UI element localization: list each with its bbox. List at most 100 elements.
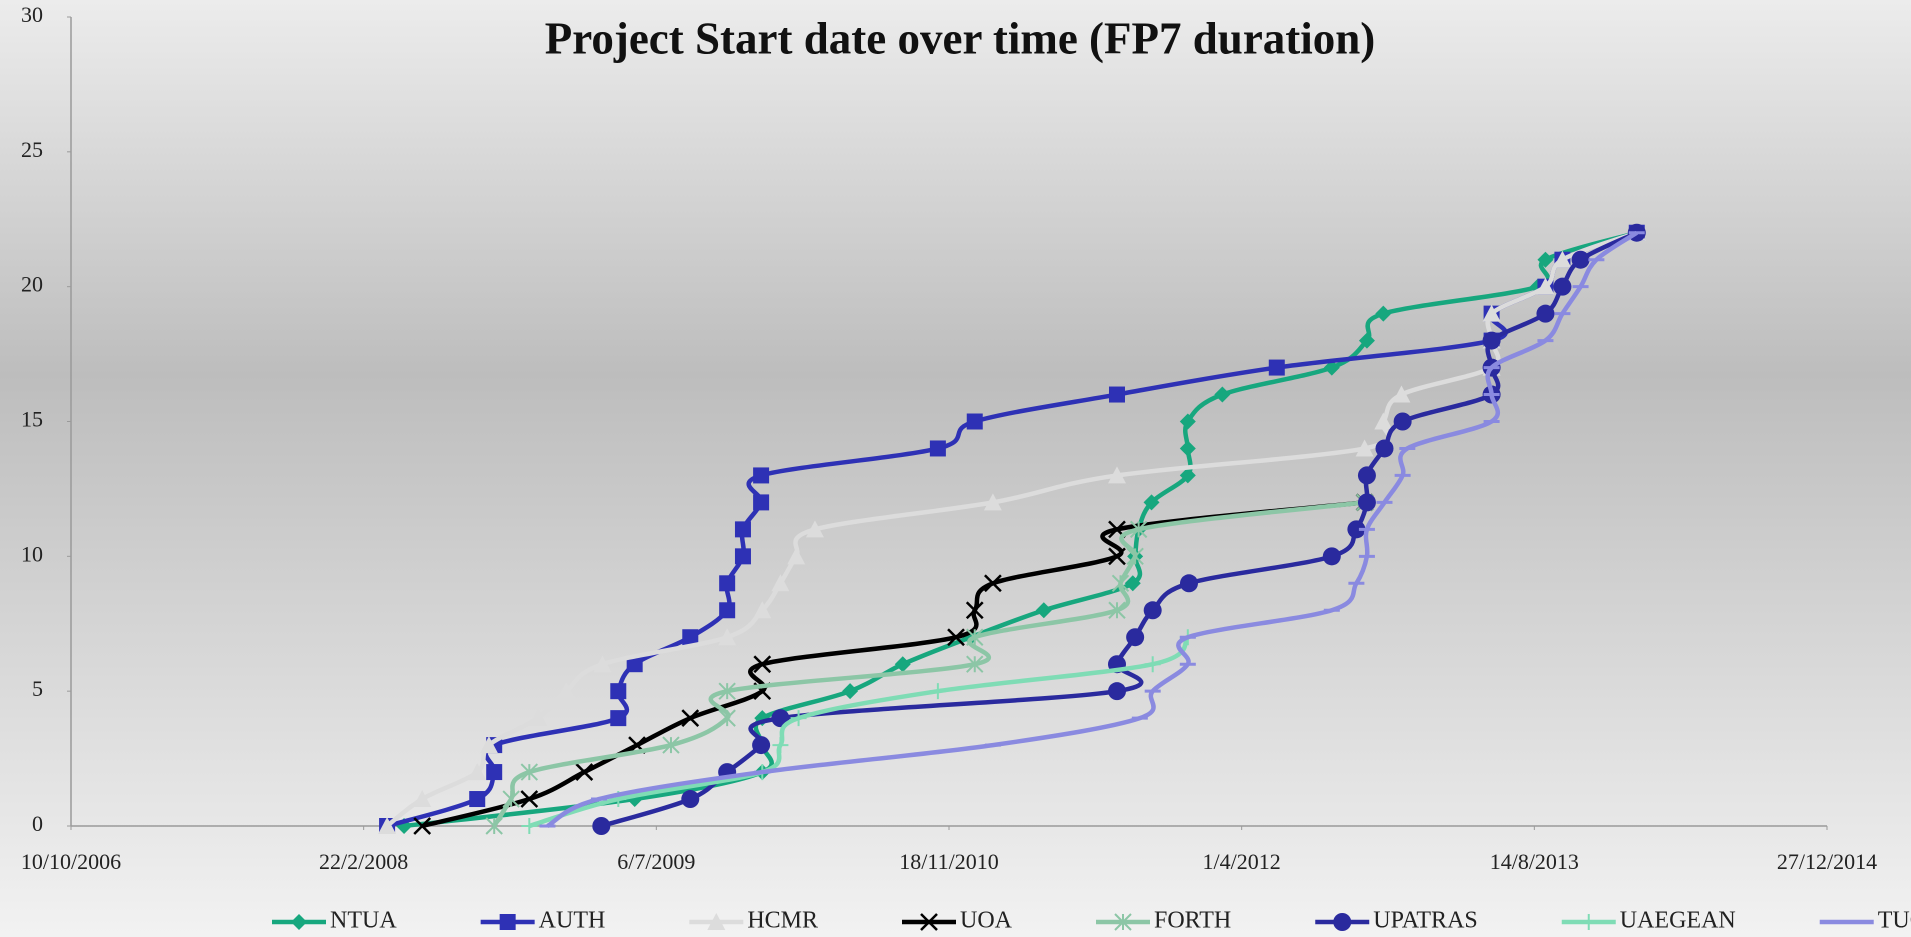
marker [1357, 493, 1376, 512]
marker [486, 764, 503, 781]
marker [1537, 251, 1554, 268]
marker [1126, 628, 1145, 647]
legend-label: UAEGEAN [1620, 908, 1736, 934]
legend-item: UPATRAS [1315, 908, 1478, 934]
legend-item: UAEGEAN [1561, 908, 1736, 934]
marker [1268, 359, 1285, 376]
marker [772, 737, 789, 754]
series-forth [485, 493, 1374, 835]
series-line [528, 635, 1190, 829]
marker [1108, 547, 1126, 566]
marker [984, 574, 1002, 593]
marker [718, 682, 736, 700]
marker [805, 520, 824, 538]
y-tick-label: 25 [21, 137, 43, 162]
marker [771, 574, 790, 592]
marker [753, 601, 772, 619]
y-tick-label: 30 [21, 2, 43, 27]
marker [520, 790, 539, 808]
marker [1144, 656, 1161, 673]
marker [1179, 574, 1198, 593]
marker [1482, 331, 1501, 350]
marker [787, 547, 806, 565]
x-tick-label: 18/11/2010 [899, 849, 998, 874]
marker [610, 683, 627, 700]
marker [966, 628, 984, 646]
marker [557, 682, 576, 700]
marker [920, 913, 938, 931]
marker [734, 521, 751, 538]
marker [469, 791, 486, 808]
marker [682, 629, 699, 646]
marker [719, 602, 736, 619]
marker [1375, 305, 1392, 322]
marker [1179, 440, 1196, 457]
marker [752, 736, 771, 755]
marker [662, 736, 680, 754]
legend-label: AUTH [539, 908, 606, 934]
y-tick-label: 20 [21, 272, 43, 297]
marker [529, 709, 548, 727]
marker [1111, 574, 1130, 593]
marker [1333, 913, 1352, 931]
marker [1374, 412, 1393, 430]
marker [1393, 412, 1412, 431]
legend-label: UOA [960, 908, 1013, 934]
marker [1375, 439, 1394, 458]
marker [718, 709, 736, 727]
legend-item: UOA [902, 908, 1013, 934]
marker [1124, 575, 1141, 592]
marker [1214, 386, 1231, 403]
series-tuc [539, 230, 1645, 828]
marker [378, 817, 397, 834]
legend-item: TUC [1819, 908, 1911, 934]
marker [929, 440, 946, 457]
marker [929, 683, 946, 700]
marker [1571, 250, 1590, 269]
marker [1392, 385, 1411, 403]
marker [1358, 332, 1375, 349]
x-tick-label: 22/2/2008 [319, 849, 408, 874]
x-tick-label: 27/12/2014 [1777, 849, 1877, 874]
marker [1580, 914, 1597, 930]
marker [1107, 682, 1126, 701]
x-tick-label: 14/8/2013 [1490, 849, 1579, 874]
marker [1107, 466, 1126, 484]
marker [1129, 520, 1148, 539]
marker [479, 736, 498, 754]
legend-item: NTUA [272, 908, 397, 934]
chart-title: Project Start date over time (FP7 durati… [545, 13, 1376, 63]
legend-label: HCMR [747, 908, 818, 934]
series-line [492, 500, 1365, 828]
marker [753, 467, 770, 484]
marker [1126, 547, 1144, 566]
legend-label: NTUA [330, 908, 397, 934]
marker [521, 818, 538, 834]
marker [1179, 413, 1196, 430]
marker [790, 710, 807, 727]
legend: NTUA AUTH HCMR UOA FORTH UPATRAS UAEGEAN TUC [272, 908, 1911, 934]
legend-label: FORTH [1154, 908, 1231, 934]
marker [593, 655, 612, 673]
marker [947, 628, 965, 647]
x-tick-label: 6/7/2009 [617, 849, 695, 874]
marker [1482, 304, 1501, 322]
marker [1347, 520, 1366, 539]
marker [965, 601, 984, 620]
marker [1143, 601, 1162, 620]
marker [1553, 277, 1572, 296]
y-tick-label: 0 [32, 811, 43, 836]
marker [1322, 547, 1341, 566]
y-tick-label: 15 [21, 407, 43, 432]
marker [1035, 602, 1052, 619]
series-line [421, 500, 1365, 829]
marker [966, 655, 984, 673]
legend-item: AUTH [480, 908, 606, 934]
marker [983, 493, 1002, 511]
marker [894, 656, 911, 673]
marker [718, 628, 737, 646]
marker [592, 817, 611, 835]
marker [626, 656, 643, 673]
